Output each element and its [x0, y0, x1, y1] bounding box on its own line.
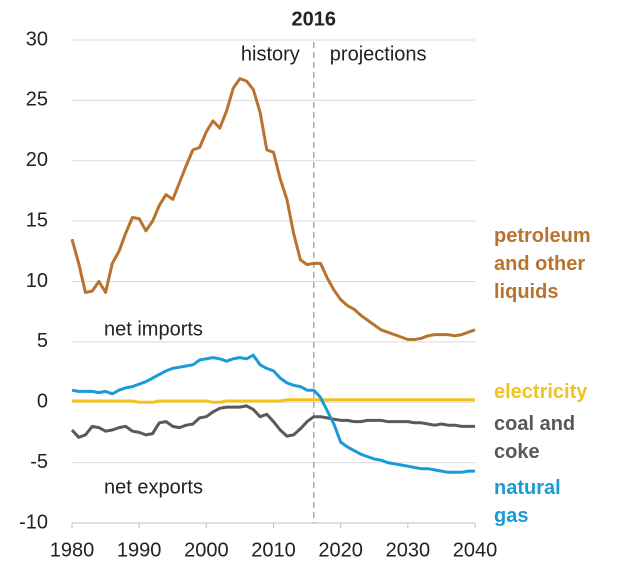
- annotation: net exports: [104, 476, 203, 498]
- series-label: coal and coke: [494, 413, 576, 463]
- series-label: petroleum and other liquids: [494, 225, 591, 303]
- series-line: [72, 398, 475, 404]
- annotation: net imports: [104, 318, 203, 340]
- annotation: projections: [330, 43, 427, 65]
- series-line: [71, 353, 475, 474]
- x-tick-label: 1990: [117, 539, 162, 561]
- x-tick-label: 2040: [453, 539, 498, 561]
- y-tick-label: 15: [26, 209, 48, 231]
- x-tick-label: 2020: [318, 539, 363, 561]
- x-tick-label: 2000: [184, 539, 229, 561]
- y-tick-label: 5: [37, 330, 48, 352]
- x-tick-label: 1980: [50, 539, 95, 561]
- series-line: [70, 77, 476, 341]
- divider-label: 2016: [292, 8, 337, 30]
- y-tick-label: 10: [26, 270, 48, 292]
- y-tick-label: 25: [26, 89, 48, 111]
- series-label: electricity: [494, 381, 588, 403]
- x-tick-label: 2010: [251, 539, 296, 561]
- y-tick-label: -10: [19, 511, 48, 533]
- y-tick-label: -5: [30, 451, 48, 473]
- series-label: natural gas: [494, 477, 561, 527]
- y-tick-label: 30: [26, 28, 48, 50]
- annotation: history: [241, 43, 300, 65]
- y-tick-label: 20: [26, 149, 48, 171]
- x-tick-label: 2030: [386, 539, 431, 561]
- series-line: [70, 404, 475, 439]
- y-tick-label: 0: [37, 391, 48, 413]
